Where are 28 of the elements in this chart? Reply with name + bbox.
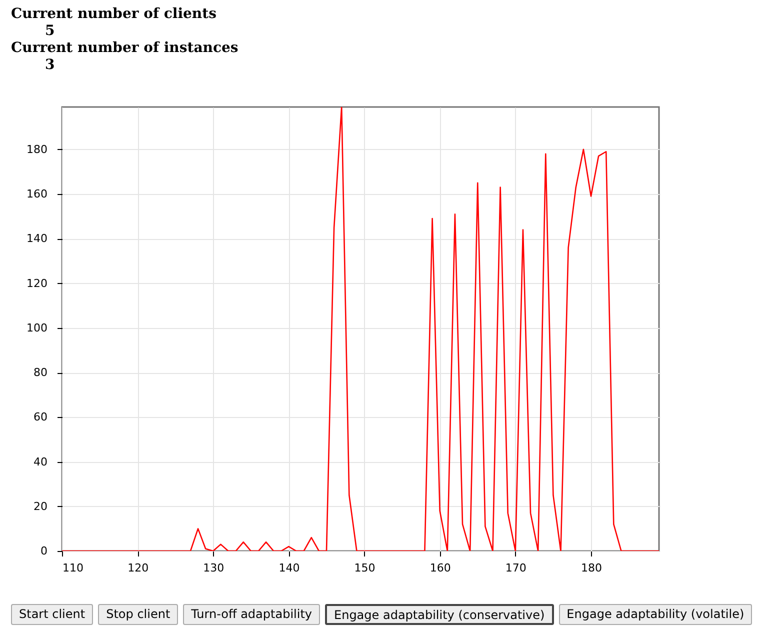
line-series bbox=[62, 107, 659, 551]
button: Start client bbox=[11, 604, 94, 625]
y-tick-label: 120 bbox=[26, 276, 48, 290]
text: Current number of instances bbox=[11, 40, 238, 57]
x-tick-label: 160 bbox=[430, 562, 451, 574]
y-tick-label: 40 bbox=[34, 455, 48, 468]
text: 5 bbox=[44, 23, 56, 40]
y-tick-label: 180 bbox=[26, 142, 48, 156]
button: Turn-off adaptability bbox=[183, 604, 320, 625]
x-tick-label: 170 bbox=[505, 562, 526, 574]
text: 3 bbox=[44, 57, 56, 74]
y-tick-label: 100 bbox=[26, 321, 48, 334]
x-tick-label: 150 bbox=[354, 562, 376, 574]
button: Stop client bbox=[98, 604, 178, 625]
y-tick-label: 0 bbox=[40, 544, 48, 558]
button: Engage adaptability (volatile) bbox=[558, 604, 752, 625]
y-tick-label: 60 bbox=[34, 410, 48, 424]
button: Engage adaptability (conservative) bbox=[325, 604, 554, 625]
y-tick-label: 80 bbox=[34, 366, 48, 380]
x-tick-label: 110 bbox=[62, 562, 84, 574]
x-tick-label: 120 bbox=[128, 562, 149, 574]
y-tick-label: 140 bbox=[26, 232, 48, 246]
x-tick-label: 140 bbox=[278, 562, 300, 574]
x-tick-label: 180 bbox=[580, 562, 602, 574]
y-tick-label: 160 bbox=[26, 188, 48, 201]
text: Current number of clients bbox=[11, 6, 218, 23]
x-tick-label: 130 bbox=[203, 562, 224, 574]
y-tick-label: 20 bbox=[34, 500, 48, 513]
